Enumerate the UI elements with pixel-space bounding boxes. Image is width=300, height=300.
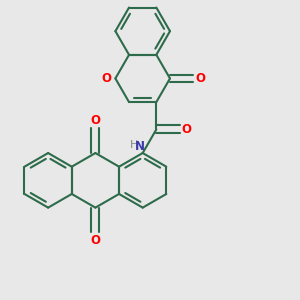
- Text: O: O: [182, 123, 191, 136]
- Text: N: N: [135, 140, 145, 154]
- Text: H: H: [130, 140, 139, 151]
- Text: O: O: [90, 234, 100, 247]
- Text: O: O: [102, 72, 112, 85]
- Text: O: O: [195, 72, 205, 85]
- Text: O: O: [90, 114, 100, 127]
